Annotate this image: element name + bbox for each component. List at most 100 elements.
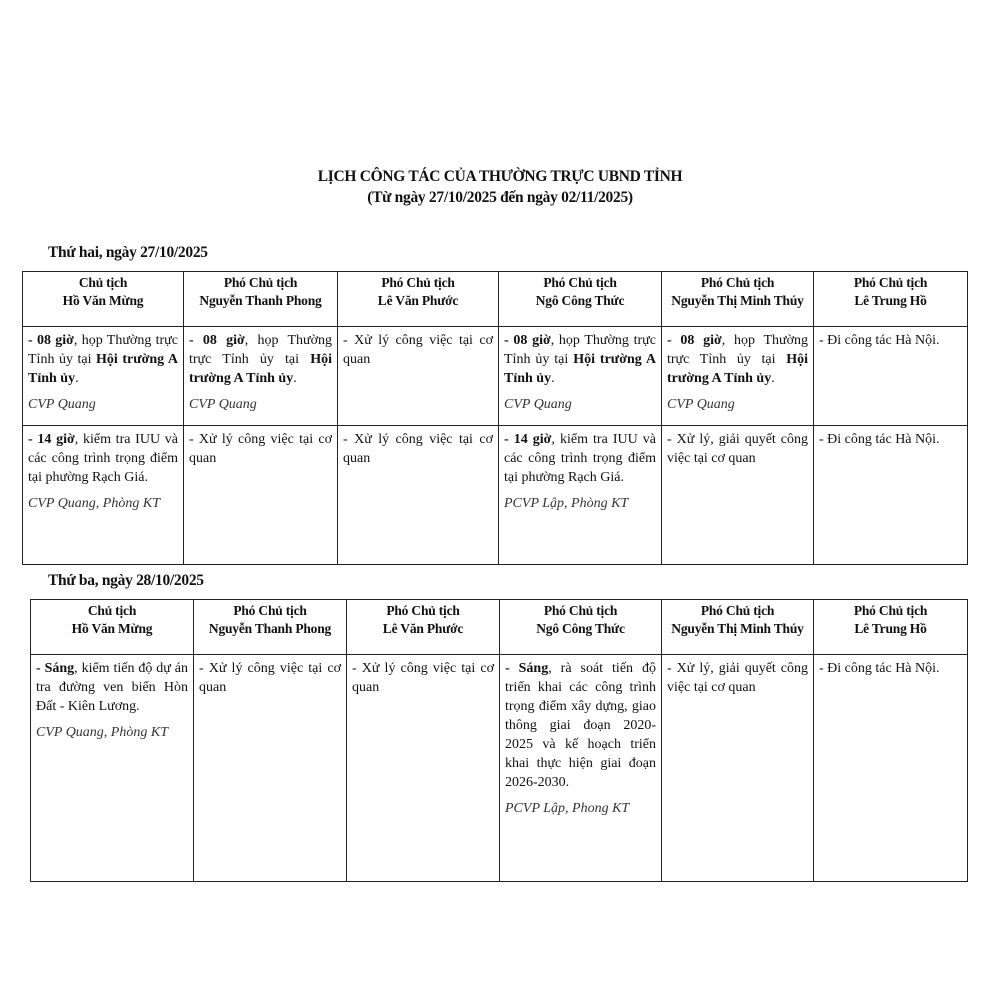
bold-text: - 08 giờ <box>28 333 74 348</box>
bold-text: - 14 giờ <box>28 432 75 447</box>
schedule-text: - Đi công tác Hà Nội. <box>819 430 962 449</box>
schedule-cell: - 14 giờ, kiểm tra IUU và các công trình… <box>22 425 184 565</box>
header-role: Phó Chủ tịch <box>543 275 617 290</box>
text-run: . <box>75 371 79 386</box>
schedule-text: - 14 giờ, kiểm tra IUU và các công trình… <box>28 430 178 487</box>
text-run: , họp Thường trực Tỉnh ủy tại <box>504 333 656 367</box>
schedule-cell: - 14 giờ, kiểm tra IUU và các công trình… <box>498 425 662 565</box>
header-person-name: Hồ Văn Mừng <box>71 621 153 636</box>
header-role: Phó Chủ tịch <box>386 603 460 618</box>
bold-text: Hội trường A Tỉnh ủy <box>667 352 808 386</box>
schedule-cell: - Đi công tác Hà Nội. <box>813 326 968 426</box>
attendee-note: CVP Quang <box>504 397 572 412</box>
header-person-name: Nguyễn Thanh Phong <box>208 621 332 636</box>
schedule-cell: - 08 giờ, họp Thường trực Tỉnh ủy tại Hộ… <box>183 326 338 426</box>
schedule-cell: - 08 giờ, họp Thường trực Tỉnh ủy tại Hộ… <box>22 326 184 426</box>
day-label-monday: Thứ hai, ngày 27/10/2025 <box>48 244 208 261</box>
schedule-cell: - Đi công tác Hà Nội. <box>813 425 968 565</box>
header-person-name: Hồ Văn Mừng <box>62 293 144 308</box>
schedule-cell: - Xử lý công việc tại cơ quan <box>183 425 338 565</box>
schedule-cell: - Xử lý, giải quyết công việc tại cơ qua… <box>661 654 814 882</box>
schedule-cell: - Xử lý công việc tại cơ quan <box>337 326 499 426</box>
text-run: , họp Thường trực Tỉnh ủy tại <box>189 333 332 367</box>
bold-text: - 08 giờ <box>667 333 722 348</box>
schedule-text: - Xử lý, giải quyết công việc tại cơ qua… <box>667 659 808 697</box>
schedule-text: - 08 giờ, họp Thường trực Tỉnh ủy tại Hộ… <box>504 331 656 388</box>
schedule-cell: - Xử lý công việc tại cơ quan <box>337 425 499 565</box>
column-header: Phó Chủ tịch Lê Trung Hồ <box>813 271 968 327</box>
column-header: Phó Chủ tịch Lê Trung Hồ <box>813 599 968 655</box>
schedule-cell: - Xử lý, giải quyết công việc tại cơ qua… <box>661 425 814 565</box>
attendee-note: CVP Quang <box>189 397 257 412</box>
attendee-note: PCVP Lập, Phong KT <box>505 801 630 816</box>
text-run: - Đi công tác Hà Nội. <box>819 333 940 348</box>
text-run: , họp Thường trực Tỉnh ủy tại <box>667 333 808 367</box>
column-header: Phó Chủ tịch Ngô Công Thức <box>498 271 662 327</box>
column-header: Phó Chủ tịch Nguyễn Thanh Phong <box>183 271 338 327</box>
header-person-name: Lê Văn Phước <box>382 621 464 636</box>
column-header: Phó Chủ tịch Nguyễn Thanh Phong <box>193 599 347 655</box>
header-person-name: Ngô Công Thức <box>536 621 625 636</box>
attendee-note: CVP Quang <box>667 397 735 412</box>
header-role: Phó Chủ tịch <box>223 275 298 290</box>
schedule-text: - 14 giờ, kiểm tra IUU và các công trình… <box>504 430 656 487</box>
text-run: , kiểm tiến độ dự án tra đường ven biển … <box>36 661 189 714</box>
header-role: Phó Chủ tịch <box>853 275 928 290</box>
schedule-text: - Xử lý công việc tại cơ quan <box>343 331 493 369</box>
schedule-text: - 08 giờ, họp Thường trực Tỉnh ủy tại Hộ… <box>28 331 178 388</box>
schedule-text: - Xử lý, giải quyết công việc tại cơ qua… <box>667 430 808 468</box>
day-label-tuesday: Thứ ba, ngày 28/10/2025 <box>48 572 204 589</box>
text-run: , kiểm tra IUU và các công trình trọng đ… <box>504 432 656 485</box>
attendee-note: CVP Quang, Phòng KT <box>28 496 160 511</box>
schedule-table-monday: Chủ tịch Hồ Văn Mừng Phó Chủ tịch Nguyễn Th… <box>22 271 968 565</box>
text-run: - Xử lý công việc tại cơ quan <box>199 661 341 695</box>
text-run: . <box>551 371 555 386</box>
header-row: Chủ tịch Hồ Văn Mừng Phó Chủ tịch Nguyễn Th… <box>22 271 968 327</box>
bold-text: Hội trường A Tỉnh ủy <box>189 352 332 386</box>
schedule-text: - Xử lý công việc tại cơ quan <box>343 430 493 468</box>
column-header: Phó Chủ tịch Ngô Công Thức <box>499 599 662 655</box>
header-role: Phó Chủ tịch <box>700 275 775 290</box>
column-header: Chủ tịch Hồ Văn Mừng <box>22 271 184 327</box>
column-header: Phó Chủ tịch Nguyễn Thị Minh Thúy <box>661 599 814 655</box>
text-run: . <box>293 371 297 386</box>
header-role: Phó Chủ tịch <box>853 603 928 618</box>
header-person-name: Lê Trung Hồ <box>854 293 927 308</box>
schedule-cell: - Đi công tác Hà Nội. <box>813 654 968 882</box>
schedule-text: - Sáng, rà soát tiến độ triển khai các c… <box>505 659 656 792</box>
text-run: - Xử lý công việc tại cơ quan <box>189 432 332 466</box>
text-run: - Đi công tác Hà Nội. <box>819 432 940 447</box>
text-run: - Xử lý công việc tại cơ quan <box>352 661 494 695</box>
header-person-name: Lê Văn Phước <box>377 293 459 308</box>
text-run: - Xử lý, giải quyết công việc tại cơ qua… <box>667 661 808 695</box>
text-run: - Đi công tác Hà Nội. <box>819 661 940 676</box>
header-person-name: Nguyễn Thanh Phong <box>199 293 322 308</box>
header-role: Phó Chủ tịch <box>700 603 775 618</box>
text-run: - Xử lý, giải quyết công việc tại cơ qua… <box>667 432 808 466</box>
text-run: . <box>771 371 775 386</box>
attendee-note: PCVP Lập, Phòng KT <box>504 496 629 511</box>
schedule-cell: - Xử lý công việc tại cơ quan <box>346 654 500 882</box>
attendee-note: CVP Quang <box>28 397 96 412</box>
header-role: Phó Chủ tịch <box>543 603 618 618</box>
header-row: Chủ tịch Hồ Văn Mừng Phó Chủ tịch Nguyễn Th… <box>30 599 968 655</box>
document-subtitle: (Từ ngày 27/10/2025 đến ngày 02/11/2025) <box>367 189 633 206</box>
header-role: Phó Chủ tịch <box>381 275 455 290</box>
bold-text: Hội trường A Tỉnh ủy <box>28 352 178 386</box>
table-row: - Sáng, kiểm tiến độ dự án tra đường ven… <box>30 654 968 882</box>
header-person-name: Ngô Công Thức <box>535 293 625 308</box>
header-person-name: Nguyễn Thị Minh Thúy <box>671 621 804 636</box>
schedule-text: - Xử lý công việc tại cơ quan <box>352 659 494 697</box>
schedule-cell: - Sáng, rà soát tiến độ triển khai các c… <box>499 654 662 882</box>
schedule-cell: - Xử lý công việc tại cơ quan <box>193 654 347 882</box>
schedule-text: - 08 giờ, họp Thường trực Tỉnh ủy tại Hộ… <box>667 331 808 388</box>
attendee-note: CVP Quang, Phòng KT <box>36 725 168 740</box>
text-run: , kiểm tra IUU và các công trình trọng đ… <box>28 432 178 485</box>
schedule-text: - Đi công tác Hà Nội. <box>819 331 962 350</box>
document-title: LỊCH CÔNG TÁC CỦA THƯỜNG TRỰC UBND TỈNH <box>317 168 683 185</box>
schedule-text: - Đi công tác Hà Nội. <box>819 659 962 678</box>
bold-text: Hội trường A Tỉnh ủy <box>504 352 657 386</box>
table-row: - 08 giờ, họp Thường trực Tỉnh ủy tại Hộ… <box>22 326 968 426</box>
bold-text: - 08 giờ <box>504 333 551 348</box>
bold-text: - 14 giờ <box>504 432 552 447</box>
